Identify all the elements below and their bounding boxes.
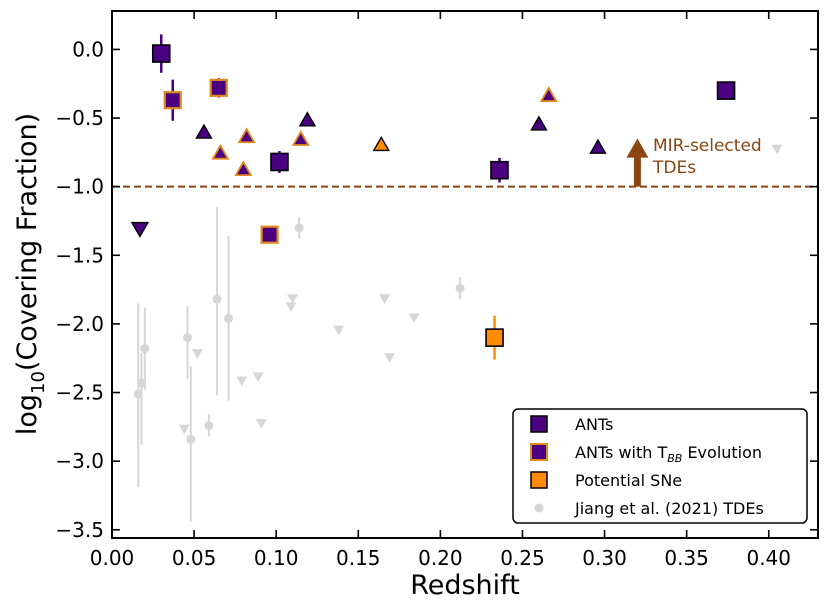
x-tick-label-4: 0.20 [418,546,463,570]
legend-marker-jiang [534,503,544,513]
tbb-square-1 [209,78,228,97]
legend-label-ants: ANTs [575,415,613,434]
jiang-tde-upper-limit-11 [771,144,783,155]
legend-box [512,408,808,524]
x-tick-label-8: 0.40 [746,546,791,570]
annotation-arrow-shaft [633,155,641,187]
jiang-tde-upper-limit-3 [252,372,264,382]
sne-square-0 [485,328,504,347]
legend-label-tbb-rest: Evolution [682,443,762,462]
legend-marker-ants [530,415,548,433]
y-tick-label-4: −2.0 [55,312,104,336]
jiang-tde-point-0 [133,389,143,399]
annotation-arrow-head [626,138,649,158]
ant-upper-limit-0 [130,221,150,238]
legend-marker-tbb [530,443,548,461]
jiang-tde-upper-limit-1 [191,349,203,359]
jiang-tde-point-6 [212,294,222,304]
x-tick-label-6: 0.30 [582,546,627,570]
jiang-tde-upper-limit-10 [408,313,420,323]
ant-square-3 [716,81,736,100]
x-tick-label-0: 0.00 [90,546,135,570]
y-tick-label-7: −3.5 [55,518,104,542]
ant-square-2 [490,160,509,180]
y-axis-label-base: log [12,394,43,435]
jiang-tde-upper-limit-4 [255,419,267,429]
x-tick-label-7: 0.35 [664,546,709,570]
axes-frame [111,10,819,539]
legend-label-jiang: Jiang et al. (2021) TDEs [574,499,764,518]
y-tick-label-5: −2.5 [55,381,104,405]
jiang-tde-upper-limit-8 [379,294,391,304]
tbb-triangle-0 [211,143,230,160]
jiang-tde-point-9 [455,283,465,293]
annotation-text-line1: MIR-selected [653,136,762,156]
x-tick-label-5: 0.25 [500,546,545,570]
jiang-tde-point-7 [224,313,234,323]
jiang-tde-point-2 [140,344,150,354]
y-tick-label-3: −1.5 [55,243,104,267]
jiang-tde-upper-limit-7 [333,325,345,336]
ant-square-0 [151,44,171,63]
ant-square-1 [270,152,289,172]
y-axis-label: log10(Covering Fraction) [12,113,49,435]
ant-triangle-1 [298,111,317,127]
annotation-text-line2: TDEs [652,158,696,178]
x-axis-label: Redshift [410,570,520,601]
tbb-triangle-2 [234,160,253,177]
jiang-tde-upper-limit-5 [285,302,297,312]
legend-label-tbb: ANTs with TBB Evolution [575,443,762,465]
y-tick-label-2: −1.0 [55,175,104,199]
plot-area [112,34,818,522]
axis-ticks: 0.00 0.05 0.10 0.15 0.20 0.25 0.30 0.35 0.40 0.0 −… [55,11,818,570]
jiang-tde-point-1 [137,378,147,388]
jiang-tde-upper-limit-9 [383,353,395,363]
y-tick-label-1: −0.5 [55,106,104,130]
legend-marker-sne [530,471,548,489]
y-tick-label-6: −3.0 [55,449,104,473]
mir-selected-annotation: MIR-selected TDEs [652,136,762,178]
tbb-triangle-1 [237,127,256,144]
legend: ANTs ANTs with TBB Evolution Potential S… [512,408,808,524]
x-tick-label-1: 0.05 [172,546,217,570]
ant-triangle-2 [530,115,548,131]
x-tick-label-3: 0.15 [336,546,381,570]
jiang-tde-point-4 [186,434,196,444]
y-axis-label-subscript: 10 [28,371,49,394]
sne-triangle-0 [372,135,390,152]
jiang-tde-point-8 [294,223,304,233]
jiang-tde-upper-limit-0 [178,424,190,435]
tbb-triangle-4 [539,86,558,102]
legend-label-tbb-sub: BB [667,452,682,465]
x-tick-label-2: 0.10 [254,546,299,570]
jiang-tde-upper-limit-2 [236,376,248,387]
legend-label-tbb-main: ANTs with T [575,443,667,462]
jiang-tde-point-5 [204,420,214,430]
tbb-square-0 [163,91,182,110]
ant-triangle-0 [195,123,213,139]
jiang-tde-point-3 [183,333,193,343]
tbb-square-2 [260,225,279,244]
jiang-tde-upper-limit-6 [287,294,299,304]
y-tick-label-0: 0.0 [72,37,104,61]
tbb-triangle-3 [291,130,310,146]
y-axis-label-rest: (Covering Fraction) [12,113,43,371]
ant-triangle-3 [589,138,607,154]
legend-label-sne: Potential SNe [575,471,682,490]
